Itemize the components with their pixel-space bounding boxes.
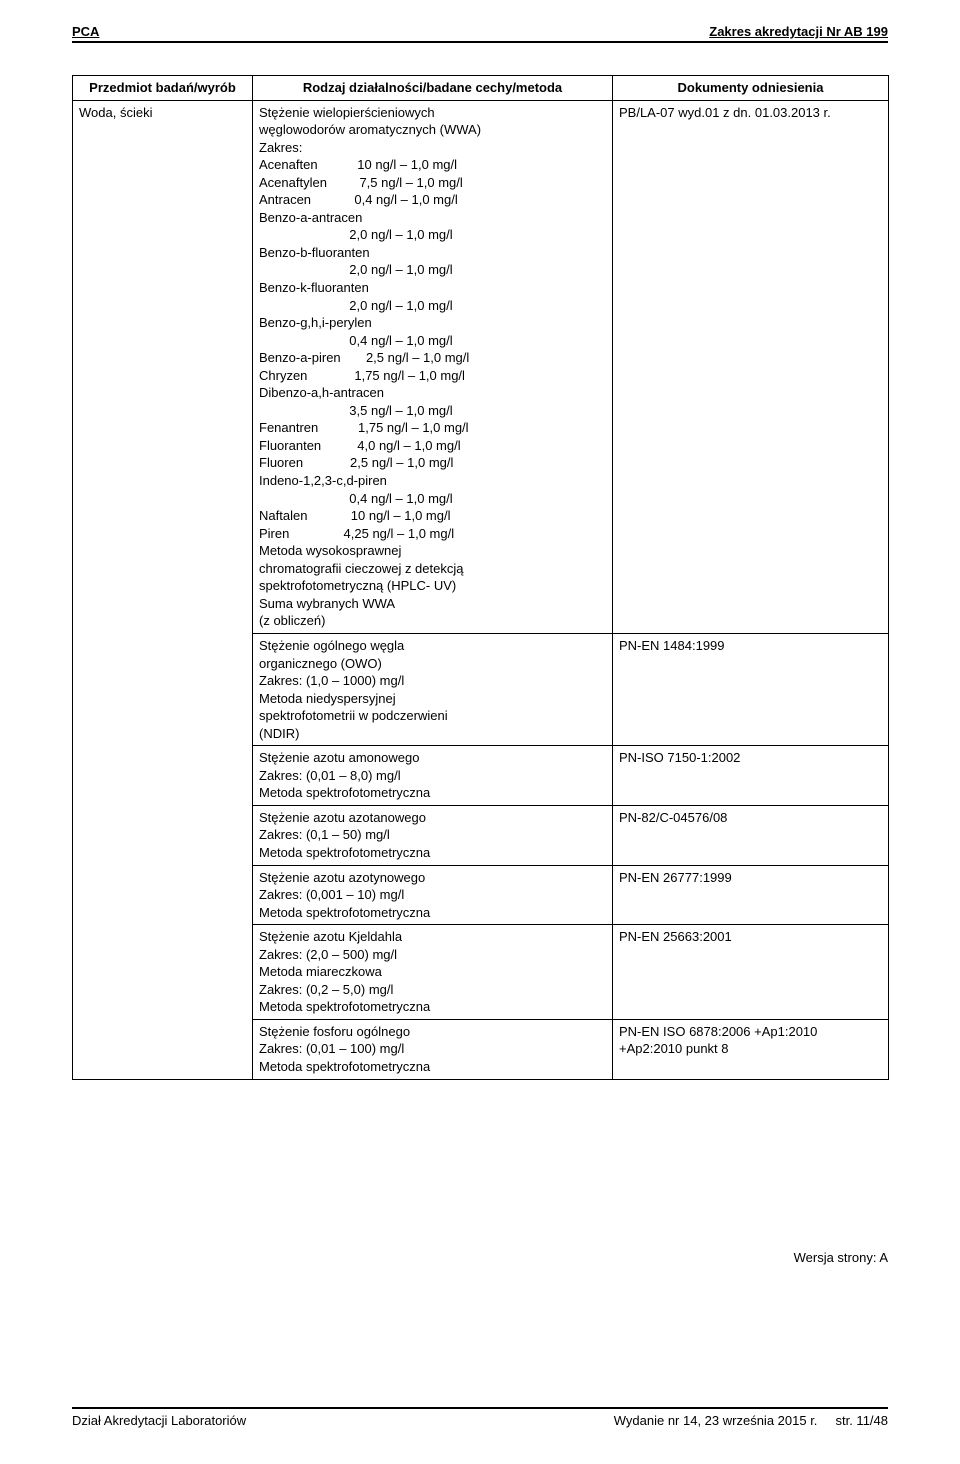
method-cell-1: Stężenie ogólnego węgla organicznego (OW…	[253, 633, 613, 745]
method-cell-2: Stężenie azotu amonowego Zakres: (0,01 –…	[253, 746, 613, 806]
method-cell-3: Stężenie azotu azotanowego Zakres: (0,1 …	[253, 805, 613, 865]
method-cell-5: Stężenie azotu Kjeldahla Zakres: (2,0 – …	[253, 925, 613, 1020]
doc-cell-2: PN-ISO 7150-1:2002	[613, 746, 889, 806]
method-cell-6: Stężenie fosforu ogólnego Zakres: (0,01 …	[253, 1019, 613, 1079]
footer-center: Wydanie nr 14, 23 września 2015 r.	[614, 1413, 818, 1428]
col-header-1: Rodzaj działalności/badane cechy/metoda	[253, 76, 613, 101]
footer-left: Dział Akredytacji Laboratoriów	[72, 1413, 246, 1428]
doc-cell-0: PB/LA-07 wyd.01 z dn. 01.03.2013 r.	[613, 100, 889, 633]
col-header-0: Przedmiot badań/wyrób	[73, 76, 253, 101]
header-right: Zakres akredytacji Nr AB 199	[709, 24, 888, 39]
doc-cell-5: PN-EN 25663:2001	[613, 925, 889, 1020]
footer-page: str. 11/48	[835, 1413, 888, 1428]
version-label: Wersja strony: A	[794, 1250, 888, 1265]
footer-right: Wydanie nr 14, 23 września 2015 r. str. …	[614, 1413, 888, 1428]
main-table: Przedmiot badań/wyrób Rodzaj działalnośc…	[72, 75, 889, 1080]
method-cell-4: Stężenie azotu azotynowego Zakres: (0,00…	[253, 865, 613, 925]
page-footer: Dział Akredytacji Laboratoriów Wydanie n…	[72, 1407, 888, 1428]
doc-cell-3: PN-82/C-04576/08	[613, 805, 889, 865]
table-header-row: Przedmiot badań/wyrób Rodzaj działalnośc…	[73, 76, 889, 101]
doc-cell-4: PN-EN 26777:1999	[613, 865, 889, 925]
doc-cell-1: PN-EN 1484:1999	[613, 633, 889, 745]
header-left: PCA	[72, 24, 99, 39]
subject-cell: Woda, ścieki	[73, 100, 253, 1079]
method-cell-0: Stężenie wielopierścieniowych węglowodor…	[253, 100, 613, 633]
table-row: Woda, ścieki Stężenie wielopierścieniowy…	[73, 100, 889, 633]
col-header-2: Dokumenty odniesienia	[613, 76, 889, 101]
doc-cell-6: PN-EN ISO 6878:2006 +Ap1:2010 +Ap2:2010 …	[613, 1019, 889, 1079]
page-header: PCA Zakres akredytacji Nr AB 199	[72, 24, 888, 43]
